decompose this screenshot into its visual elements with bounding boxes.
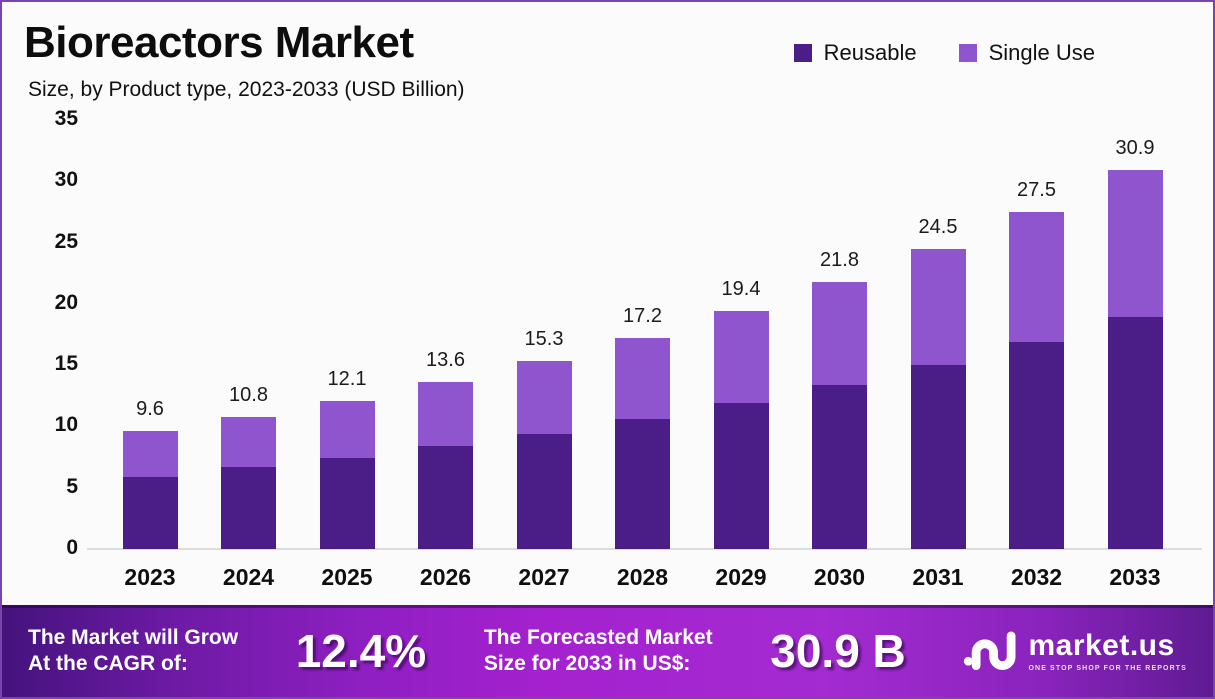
page-title: Bioreactors Market — [24, 18, 414, 67]
bar-segment-reusable — [812, 384, 867, 549]
bar-total-label: 9.6 — [136, 398, 164, 421]
legend-swatch — [793, 44, 812, 62]
cagr-value: 12.4% — [295, 625, 427, 677]
bar-segment-reusable — [516, 433, 572, 549]
y-axis-tick-15: 15 — [54, 352, 78, 376]
bar-segment-reusable — [418, 446, 473, 549]
brand-tagline: ONE STOP SHOP FOR THE REPORTS — [1028, 664, 1187, 672]
bar-total-label: 19.4 — [721, 278, 761, 301]
bar-segment-single-use — [615, 338, 670, 420]
bar-segment-single-use — [418, 382, 473, 447]
x-axis-label-2032: 2032 — [1010, 564, 1063, 590]
bar-segment-reusable — [1009, 341, 1064, 549]
footer-banner: The Market will Grow At the CAGR of: 12.… — [2, 605, 1213, 697]
y-axis-tick-10: 10 — [54, 413, 78, 437]
bar-total-label: 12.1 — [327, 367, 367, 390]
brand-text: market.us ONE STOP SHOP FOR THE REPORTS — [1028, 628, 1187, 672]
bar-segment-reusable — [122, 476, 178, 549]
cagr-label: The Market will Grow At the CAGR of: — [28, 625, 238, 676]
y-axis-tick-25: 25 — [54, 229, 78, 253]
y-axis-tick-0: 0 — [66, 536, 78, 559]
bar-segment-single-use — [122, 431, 178, 477]
x-axis-label-2026: 2026 — [419, 564, 472, 590]
legend-swatch — [958, 44, 977, 62]
x-axis-label-2029: 2029 — [715, 564, 767, 590]
bar-total-label: 10.8 — [229, 383, 268, 406]
bar-segment-single-use — [516, 361, 572, 434]
bar-segment-reusable — [319, 458, 375, 549]
x-axis-label-2025: 2025 — [321, 564, 373, 590]
bar-total-label: 17.2 — [623, 305, 662, 328]
brand-name: market.us — [1028, 628, 1175, 662]
x-axis-label-2031: 2031 — [912, 564, 964, 590]
x-axis-label-2033: 2033 — [1109, 564, 1161, 590]
x-axis-label-2024: 2024 — [222, 564, 275, 590]
bar-segment-single-use — [319, 400, 375, 459]
legend-label: Single Use — [988, 40, 1095, 65]
y-axis-tick-20: 20 — [54, 290, 78, 314]
bar-segment-single-use — [812, 281, 867, 385]
forecast-label: The Forecasted Market Size for 2033 in U… — [484, 625, 713, 676]
bar-segment-single-use — [1009, 211, 1064, 342]
y-axis-tick-35: 35 — [54, 107, 78, 130]
bar-total-label: 13.6 — [426, 349, 465, 372]
marketus-logo-icon — [963, 626, 1019, 677]
bar-total-label: 24.5 — [918, 215, 958, 238]
forecast-value: 30.9 B — [770, 625, 906, 677]
bar-total-label: 30.9 — [1115, 137, 1155, 160]
x-axis-label-2027: 2027 — [518, 564, 570, 590]
bar-segment-reusable — [615, 419, 670, 549]
bar-segment-reusable — [1107, 317, 1163, 549]
bar-segment-reusable — [713, 403, 769, 549]
legend-label: Reusable — [823, 40, 917, 65]
bar-total-label: 21.8 — [820, 248, 859, 271]
cagr-label-line2: At the CAGR of: — [28, 652, 188, 675]
legend-item-single-use: Single Use — [958, 40, 1095, 66]
bar-total-label: 15.3 — [524, 328, 564, 351]
legend-item-reusable: Reusable — [793, 40, 917, 66]
bar-segment-single-use — [910, 248, 966, 366]
bar-segment-single-use — [1107, 170, 1163, 318]
bar-segment-reusable — [910, 365, 966, 549]
bar-segment-single-use — [713, 311, 769, 404]
y-axis-tick-30: 30 — [54, 168, 78, 192]
chart-subtitle: Size, by Product type, 2023-2033 (USD Bi… — [28, 78, 465, 101]
legend: Reusable Single Use — [793, 40, 1095, 66]
x-axis-label-2030: 2030 — [813, 564, 866, 590]
bar-segment-reusable — [221, 466, 276, 549]
forecast-label-line1: The Forecasted Market — [483, 626, 713, 650]
bar-total-label: 27.5 — [1017, 178, 1056, 201]
x-axis-label-2028: 2028 — [616, 564, 669, 590]
forecast-label-line2: Size for 2033 in US$: — [483, 652, 691, 675]
bar-segment-single-use — [221, 416, 276, 467]
brand-logo: market.us ONE STOP SHOP FOR THE REPORTS — [963, 626, 1187, 677]
y-axis-tick-5: 5 — [66, 474, 78, 498]
cagr-label-line1: The Market will Grow — [28, 626, 239, 650]
x-axis-label-2023: 2023 — [124, 564, 176, 590]
x-axis-line — [87, 548, 1202, 550]
